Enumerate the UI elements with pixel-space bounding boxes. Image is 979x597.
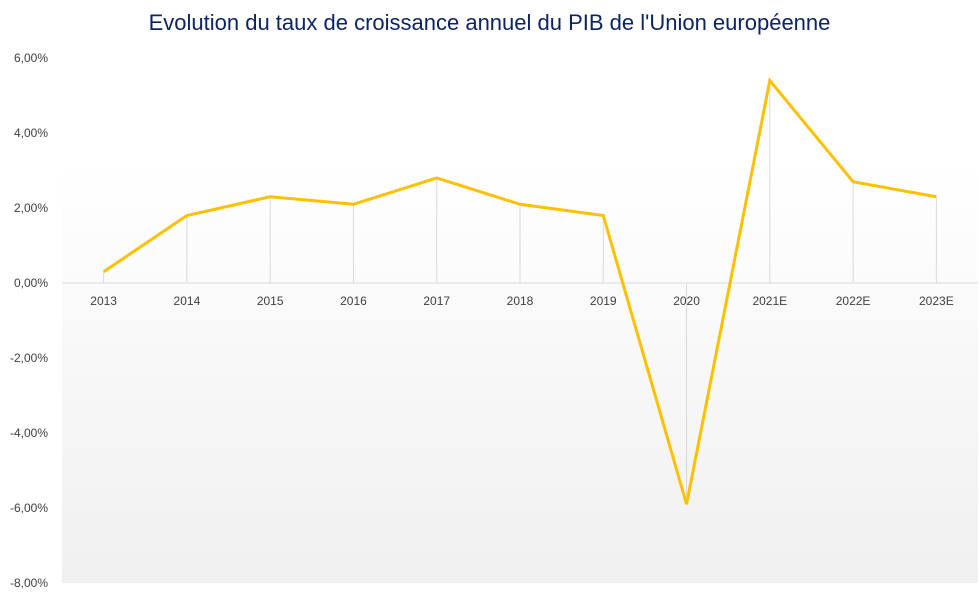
y-tick-label: 6,00% bbox=[14, 51, 48, 65]
y-tick-label: 4,00% bbox=[14, 126, 48, 140]
series-line bbox=[102, 77, 937, 505]
x-tick-label: 2022E bbox=[836, 294, 871, 308]
y-tick-label: 0,00% bbox=[14, 276, 48, 290]
y-tick-label: -4,00% bbox=[10, 426, 48, 440]
x-tick-label: 2015 bbox=[257, 294, 284, 308]
y-tick-label: -2,00% bbox=[10, 351, 48, 365]
x-tick-label: 2018 bbox=[507, 294, 534, 308]
x-tick-label: 2023E bbox=[919, 294, 954, 308]
x-tick-label: 2020 bbox=[673, 294, 700, 308]
x-tick-label: 2016 bbox=[340, 294, 367, 308]
y-tick-label: -6,00% bbox=[10, 501, 48, 515]
y-tick-label: -8,00% bbox=[10, 576, 48, 590]
x-tick-label: 2013 bbox=[90, 294, 117, 308]
x-tick-label: 2021E bbox=[752, 294, 787, 308]
y-tick-label: 2,00% bbox=[14, 201, 48, 215]
x-tick-label: 2019 bbox=[590, 294, 617, 308]
x-tick-label: 2014 bbox=[174, 294, 201, 308]
plot-area bbox=[62, 58, 978, 583]
chart-title: Evolution du taux de croissance annuel d… bbox=[148, 10, 831, 35]
x-tick-label: 2017 bbox=[423, 294, 450, 308]
